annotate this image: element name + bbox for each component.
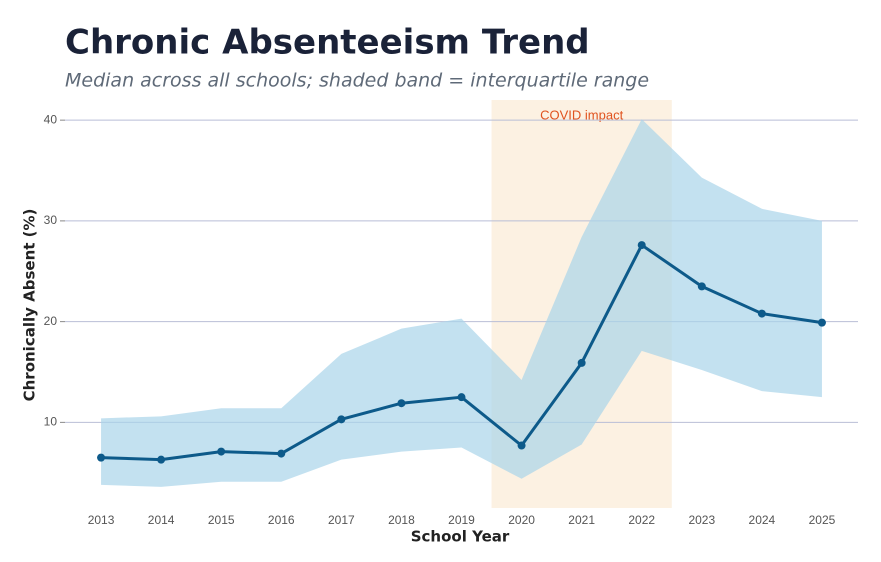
chart-subtitle: Median across all schools; shaded band =… — [65, 70, 649, 92]
x-tick-label: 2024 — [749, 513, 776, 527]
median-point — [97, 453, 106, 462]
x-tick-label: 2023 — [688, 513, 715, 527]
x-tick-label: 2021 — [568, 513, 595, 527]
median-point — [577, 358, 586, 367]
x-tick-label: 2025 — [809, 513, 836, 527]
y-axis-label: Chronically Absent (%) — [21, 209, 39, 402]
y-tick-label: 40 — [44, 112, 58, 126]
median-point — [337, 415, 346, 424]
median-point — [217, 447, 226, 456]
x-tick-label: 2019 — [448, 513, 475, 527]
median-point — [157, 455, 166, 464]
median-point — [817, 318, 826, 327]
x-tick-label: 2016 — [268, 513, 295, 527]
x-tick-label: 2014 — [148, 513, 175, 527]
median-point — [637, 241, 646, 250]
x-tick-label: 2017 — [328, 513, 355, 527]
x-tick-label: 2013 — [88, 513, 115, 527]
iqr-band — [101, 119, 822, 487]
x-axis-label: School Year — [411, 528, 510, 546]
y-tick-label: 10 — [44, 415, 58, 429]
x-tick-label: 2018 — [388, 513, 415, 527]
x-tick-label: 2015 — [208, 513, 235, 527]
median-point — [457, 393, 466, 402]
median-point — [757, 309, 766, 318]
median-point — [517, 441, 526, 450]
y-tick-label: 30 — [44, 213, 58, 227]
median-point — [277, 449, 286, 458]
median-point — [397, 399, 406, 408]
chart-title: Chronic Absenteeism Trend — [65, 23, 590, 63]
x-tick-label: 2020 — [508, 513, 535, 527]
median-point — [697, 282, 706, 291]
y-tick-label: 20 — [44, 314, 58, 328]
x-tick-label: 2022 — [628, 513, 655, 527]
highlight-label: COVID impact — [540, 107, 623, 122]
